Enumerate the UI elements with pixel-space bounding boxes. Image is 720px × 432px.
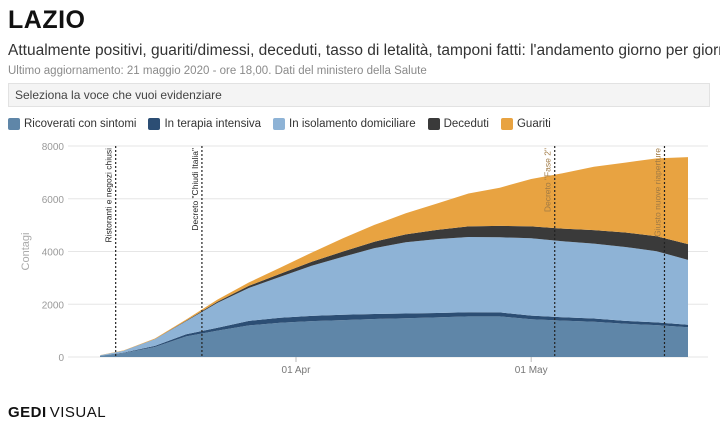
legend-item-in-isolamento-domiciliare[interactable]: In isolamento domiciliare — [273, 118, 416, 130]
legend-swatch — [273, 118, 286, 130]
legend-swatch — [500, 118, 513, 130]
series-selector-label: Seleziona la voce che vuoi evidenziare — [15, 88, 222, 102]
y-tick-label: 8000 — [42, 142, 65, 153]
chart-subtitle: Attualmente positivi, guariti/dimessi, d… — [8, 42, 720, 59]
page-title: LAZIO — [8, 6, 86, 34]
legend-item-in-terapia-intensiva[interactable]: In terapia intensiva — [148, 118, 261, 130]
legend-label: Ricoverati con sintomi — [24, 118, 137, 130]
legend-swatch — [8, 118, 20, 130]
update-note: Ultimo aggiornamento: 21 maggio 2020 - o… — [8, 65, 427, 77]
legend-label: In terapia intensiva — [164, 118, 262, 130]
chart-legend: Ricoverati con sintomi In terapia intensi… — [8, 115, 563, 133]
area-in-terapia-intensiva — [100, 312, 688, 356]
legend-item-ricoverati-con-sintomi[interactable]: Ricoverati con sintomi — [8, 118, 136, 130]
legend-item-deceduti[interactable]: Deceduti — [427, 118, 489, 130]
legend-item-guariti[interactable]: Guariti — [500, 118, 551, 130]
annotation-label: Giusto nuove riaperture — [652, 148, 662, 237]
annotation-label: Decreto "Chiudi Italia" — [190, 148, 200, 231]
brand-suffix: VISUAL — [49, 404, 107, 421]
legend-label: Guariti — [516, 118, 551, 130]
y-tick-label: 0 — [58, 353, 64, 364]
y-tick-label: 6000 — [42, 195, 65, 206]
x-tick-label: 01 Apr — [282, 365, 312, 376]
area-ricoverati-con-sintomi — [100, 316, 688, 357]
series-selector[interactable]: Seleziona la voce che vuoi evidenziare — [8, 83, 710, 107]
annotation-label: Ristoranti e negozi chiusi — [104, 148, 114, 243]
brand-name: GEDI — [8, 404, 47, 421]
legend-label: In isolamento domiciliare — [289, 118, 416, 130]
gedi-visual-logo: GEDI VISUAL — [8, 404, 106, 421]
area-guariti — [100, 157, 688, 356]
y-tick-label: 4000 — [42, 248, 65, 259]
y-tick-label: 2000 — [42, 300, 65, 311]
area-deceduti — [100, 225, 688, 356]
legend-swatch — [427, 118, 440, 130]
legend-label: Deceduti — [443, 118, 489, 130]
legend-swatch — [148, 118, 161, 130]
area-in-isolamento-domiciliare — [100, 237, 688, 356]
y-axis-label: Contagi — [20, 233, 32, 271]
x-tick-label: 01 May — [515, 365, 548, 376]
stacked-area-chart: 0 2000 4000 6000 8000 Contagi 01 Apr 01 May Rist… — [20, 142, 708, 376]
annotation-label: Decreto "Fase 2" — [543, 148, 553, 212]
